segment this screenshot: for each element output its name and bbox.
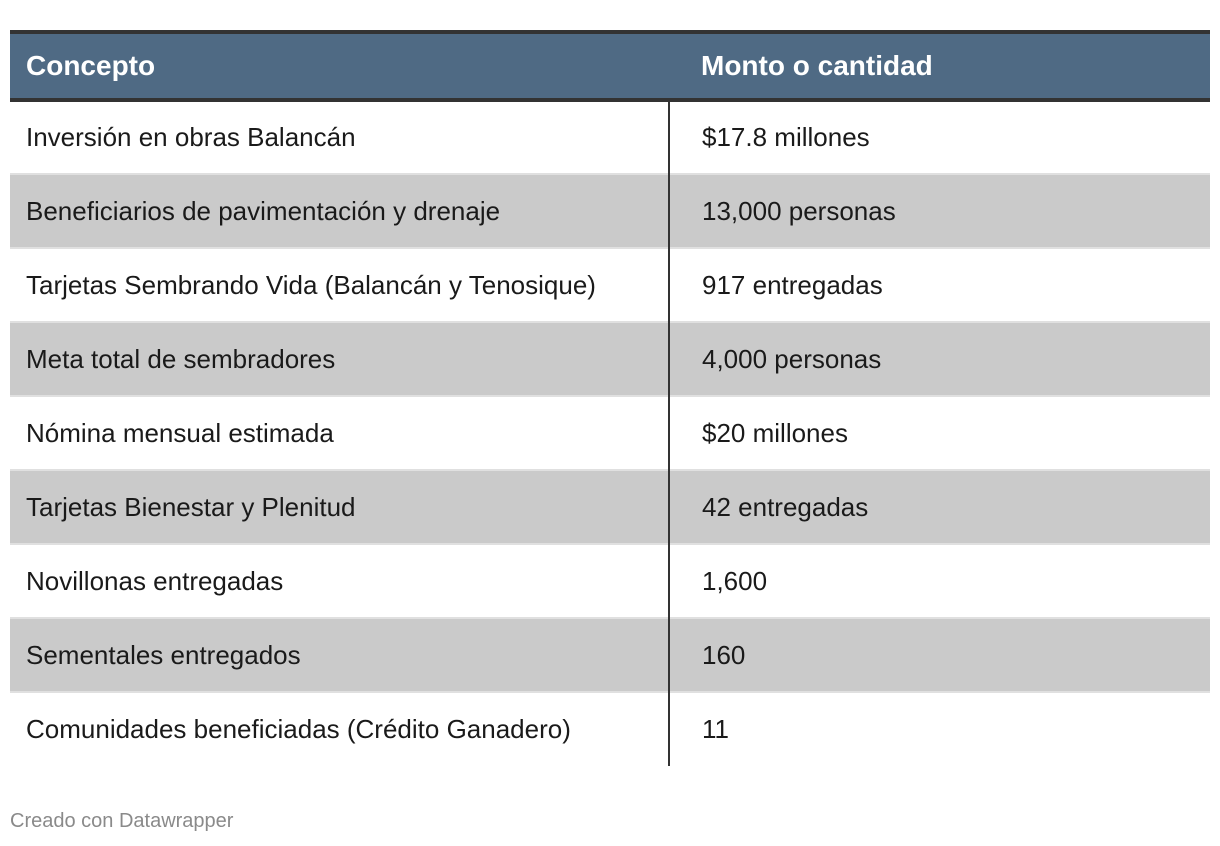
table-row: Novillonas entregadas 1,600: [10, 543, 1210, 618]
cell-monto: 11: [669, 691, 1210, 766]
datawrapper-credit[interactable]: Creado con Datawrapper: [10, 810, 234, 832]
data-table-container: Concepto Monto o cantidad Inversión en o…: [10, 30, 1210, 766]
cell-concepto: Meta total de sembradores: [10, 321, 670, 396]
table-row: Sementales entregados 160: [10, 617, 1210, 692]
cell-concepto: Novillonas entregadas: [10, 543, 670, 618]
cell-monto: 42 entregadas: [669, 469, 1210, 544]
cell-monto: 160: [669, 617, 1210, 692]
data-table: Concepto Monto o cantidad Inversión en o…: [10, 30, 1210, 766]
column-header-monto[interactable]: Monto o cantidad: [669, 30, 1210, 102]
header-row: Concepto Monto o cantidad: [10, 30, 1210, 102]
cell-concepto: Sementales entregados: [10, 617, 670, 692]
cell-concepto: Comunidades beneficiadas (Crédito Ganade…: [10, 691, 670, 766]
table-row: Meta total de sembradores 4,000 personas: [10, 321, 1210, 396]
table-header: Concepto Monto o cantidad: [10, 30, 1210, 102]
cell-concepto: Nómina mensual estimada: [10, 395, 670, 470]
table-row: Inversión en obras Balancán $17.8 millon…: [10, 100, 1210, 174]
cell-monto: $17.8 millones: [702, 122, 870, 152]
table-row: Tarjetas Bienestar y Plenitud 42 entrega…: [10, 469, 1210, 544]
cell-monto: 1,600: [669, 543, 1210, 618]
cell-monto: 917 entregadas: [669, 247, 1210, 322]
cell-concepto: Tarjetas Sembrando Vida (Balancán y Teno…: [10, 247, 670, 322]
table-row: Beneficiarios de pavimentación y drenaje…: [10, 173, 1210, 248]
cell-concepto: Inversión en obras Balancán: [10, 100, 670, 174]
cell-concepto: Tarjetas Bienestar y Plenitud: [10, 469, 670, 544]
table-row: Tarjetas Sembrando Vida (Balancán y Teno…: [10, 247, 1210, 322]
table-row: Comunidades beneficiadas (Crédito Ganade…: [10, 691, 1210, 766]
table-body: Inversión en obras Balancán $17.8 millon…: [10, 100, 1210, 766]
column-header-concepto[interactable]: Concepto: [10, 30, 669, 102]
cell-monto: 4,000 personas: [669, 321, 1210, 396]
cell-concepto: Beneficiarios de pavimentación y drenaje: [10, 173, 670, 248]
cell-monto: $20 millones: [669, 395, 1210, 470]
table-row: Nómina mensual estimada $20 millones: [10, 395, 1210, 470]
cell-monto: 13,000 personas: [669, 173, 1210, 248]
